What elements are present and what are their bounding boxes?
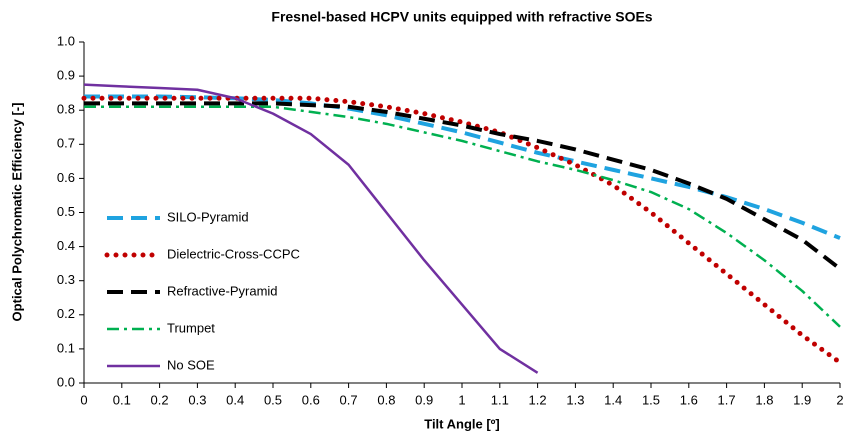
x-tick-label: 1.1 <box>491 392 509 407</box>
x-tick-label: 0.3 <box>188 392 206 407</box>
y-tick-label: 0.2 <box>57 306 75 321</box>
x-tick-label: 1 <box>458 392 465 407</box>
x-tick-label: 1.5 <box>642 392 660 407</box>
x-tick-label: 0.5 <box>264 392 282 407</box>
y-tick-label: 0.1 <box>57 340 75 355</box>
x-tick-label: 1.2 <box>529 392 547 407</box>
y-tick-label: 0.7 <box>57 136 75 151</box>
series-line <box>84 105 841 328</box>
legend-label: SILO-Pyramid <box>167 209 249 224</box>
legend-label: Trumpet <box>167 320 215 335</box>
y-tick-label: 0.5 <box>57 204 75 219</box>
legend-label: Dielectric-Cross-CCPC <box>167 246 300 261</box>
y-tick-label: 0.8 <box>57 102 75 117</box>
x-tick-label: 0.1 <box>113 392 131 407</box>
x-tick-label: 0 <box>80 392 87 407</box>
y-axis-title: Optical Polychromatic Efficiency [-] <box>9 103 24 322</box>
x-tick-label: 1.3 <box>566 392 584 407</box>
x-axis-title: Tilt Angle [º] <box>424 416 500 431</box>
x-tick-label: 2 <box>836 392 843 407</box>
y-tick-label: 0.0 <box>57 374 75 389</box>
series-line <box>84 101 842 271</box>
y-tick-label: 1.0 <box>57 33 75 48</box>
x-tick-label: 1.6 <box>680 392 698 407</box>
x-tick-label: 0.8 <box>377 392 395 407</box>
x-tick-label: 1.8 <box>755 392 773 407</box>
x-tick-label: 0.6 <box>302 392 320 407</box>
x-tick-label: 0.7 <box>340 392 358 407</box>
y-tick-label: 0.3 <box>57 272 75 287</box>
series-line <box>81 95 843 366</box>
x-tick-label: 1.7 <box>718 392 736 407</box>
y-tick-label: 0.6 <box>57 170 75 185</box>
series-line <box>83 83 539 374</box>
legend-label: No SOE <box>167 357 215 372</box>
x-tick-label: 0.2 <box>151 392 169 407</box>
x-tick-label: 1.4 <box>604 392 622 407</box>
y-tick-label: 0.9 <box>57 68 75 83</box>
x-tick-label: 1.9 <box>793 392 811 407</box>
legend-label: Refractive-Pyramid <box>167 283 278 298</box>
x-tick-label: 0.4 <box>226 392 244 407</box>
chart-title: Fresnel-based HCPV units equipped with r… <box>271 9 652 25</box>
x-tick-label: 0.9 <box>415 392 433 407</box>
y-tick-label: 0.4 <box>57 238 75 253</box>
